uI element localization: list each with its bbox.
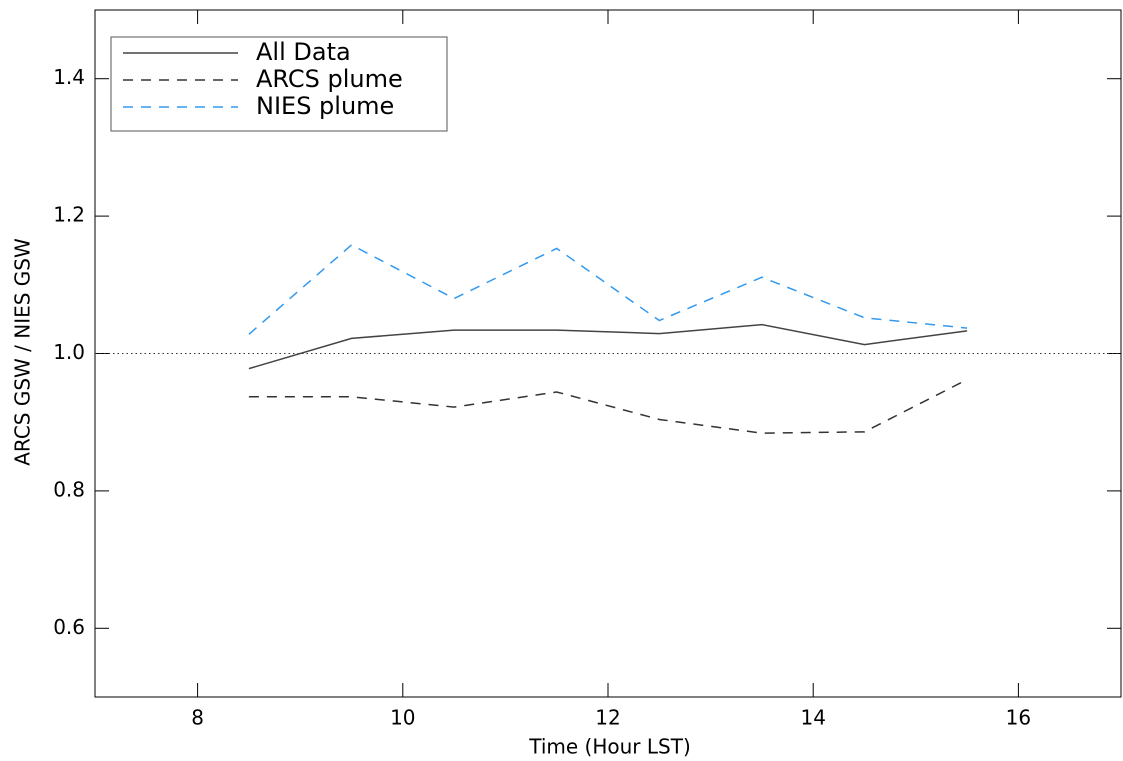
y-tick-label: 0.8 <box>53 477 85 501</box>
series-line <box>248 244 968 335</box>
series-line <box>248 378 968 434</box>
legend-label: ARCS plume <box>256 65 403 93</box>
legend-label: All Data <box>256 38 351 66</box>
y-tick-label: 0.6 <box>53 615 85 639</box>
x-tick-label: 8 <box>191 706 204 730</box>
x-tick-label: 16 <box>1006 706 1031 730</box>
legend-box <box>110 36 448 132</box>
y-axis-label: ARCS GSW / NIES GSW <box>11 238 35 466</box>
series-line <box>248 323 968 370</box>
x-axis-label: Time (Hour LST) <box>528 735 691 759</box>
y-tick-label: 1.0 <box>53 340 85 364</box>
x-tick-label: 10 <box>390 706 415 730</box>
y-tick-label: 1.4 <box>53 65 85 89</box>
x-tick-label: 14 <box>800 706 825 730</box>
y-tick-label: 1.2 <box>53 203 85 227</box>
legend-label: NIES plume <box>256 92 394 120</box>
x-tick-label: 12 <box>595 706 620 730</box>
